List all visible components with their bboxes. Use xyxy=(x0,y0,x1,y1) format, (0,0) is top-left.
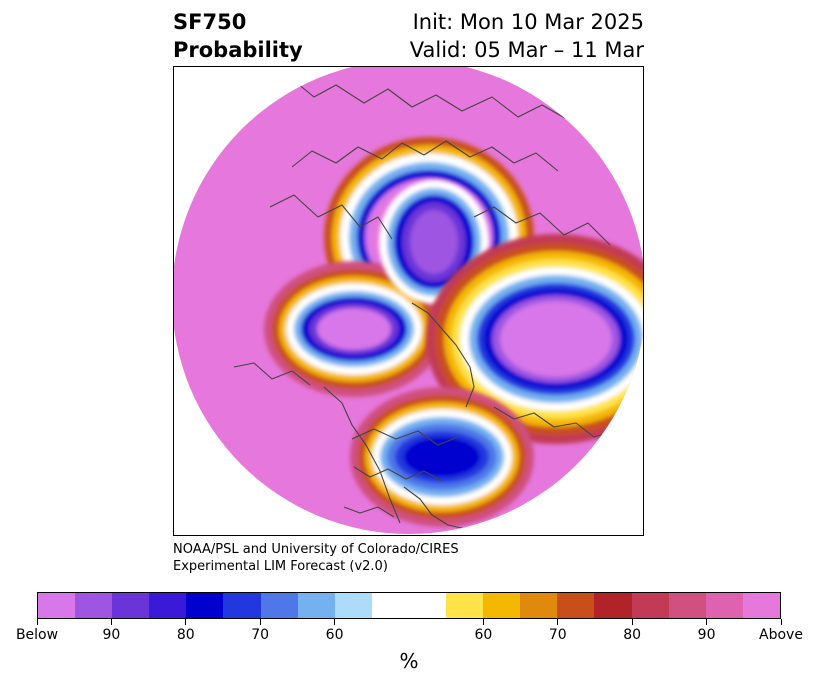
colorbar-segment xyxy=(705,593,743,618)
colorbar-segment xyxy=(38,593,76,618)
map-canvas xyxy=(174,67,643,534)
colorbar-tick xyxy=(780,619,782,625)
colorbar-segment xyxy=(149,593,187,618)
colorbar-segment xyxy=(297,593,335,618)
product-title: Probability xyxy=(173,38,303,62)
colorbar-tick-label: Below xyxy=(15,627,59,643)
colorbar-segment xyxy=(631,593,669,618)
colorbar-tick xyxy=(259,619,261,625)
colorbar-segment xyxy=(408,593,447,618)
colorbar-tick xyxy=(557,619,559,625)
colorbar-tick-label: Above xyxy=(759,627,803,643)
colorbar-tick-label: 70 xyxy=(251,627,270,643)
colorbar xyxy=(37,592,781,619)
colorbar-segment xyxy=(446,593,484,618)
colorbar-tick-label: 90 xyxy=(102,627,121,643)
anomaly-west xyxy=(264,261,444,397)
credit-line2: Experimental LIM Forecast (v2.0) xyxy=(173,559,388,574)
colorbar-tick xyxy=(36,619,38,625)
colorbar-unit: % xyxy=(399,649,419,673)
colorbar-segment xyxy=(223,593,261,618)
forecast-map xyxy=(173,66,644,536)
colorbar-segment xyxy=(520,593,558,618)
credit-line1: NOAA/PSL and University of Colorado/CIRE… xyxy=(173,542,459,557)
title-left: SF750 Probability xyxy=(173,8,303,64)
colorbar-segment xyxy=(75,593,113,618)
colorbar-tick xyxy=(185,619,187,625)
anomaly-south xyxy=(350,387,534,527)
init-date: Init: Mon 10 Mar 2025 xyxy=(412,10,644,34)
colorbar-tick-label: 80 xyxy=(176,627,195,643)
colorbar-segment xyxy=(112,593,150,618)
colorbar-segment xyxy=(260,593,298,618)
colorbar-tick xyxy=(482,619,484,625)
colorbar-tick-label: 60 xyxy=(474,627,493,643)
colorbar-segment xyxy=(557,593,595,618)
colorbar-tick xyxy=(110,619,112,625)
colorbar-segment xyxy=(594,593,632,618)
colorbar-tick-label: 60 xyxy=(325,627,344,643)
colorbar-segment xyxy=(186,593,224,618)
colorbar-segment xyxy=(742,593,780,618)
valid-range: Valid: 05 Mar – 11 Mar xyxy=(409,38,644,62)
anomaly-east xyxy=(426,234,643,444)
title-right: Init: Mon 10 Mar 2025 Valid: 05 Mar – 11… xyxy=(410,8,644,64)
colorbar-segment xyxy=(668,593,706,618)
colorbar-tick xyxy=(631,619,633,625)
colorbar-tick-label: 90 xyxy=(697,627,716,643)
colorbar-tick-label: 80 xyxy=(623,627,642,643)
variable-title: SF750 xyxy=(173,10,247,34)
colorbar-tick xyxy=(334,619,336,625)
colorbar-tick xyxy=(706,619,708,625)
credit-text: NOAA/PSL and University of Colorado/CIRE… xyxy=(173,541,459,575)
colorbar-segment xyxy=(371,593,409,618)
colorbar-tick-label: 70 xyxy=(548,627,567,643)
colorbar-segment xyxy=(334,593,372,618)
colorbar-segment xyxy=(483,593,521,618)
